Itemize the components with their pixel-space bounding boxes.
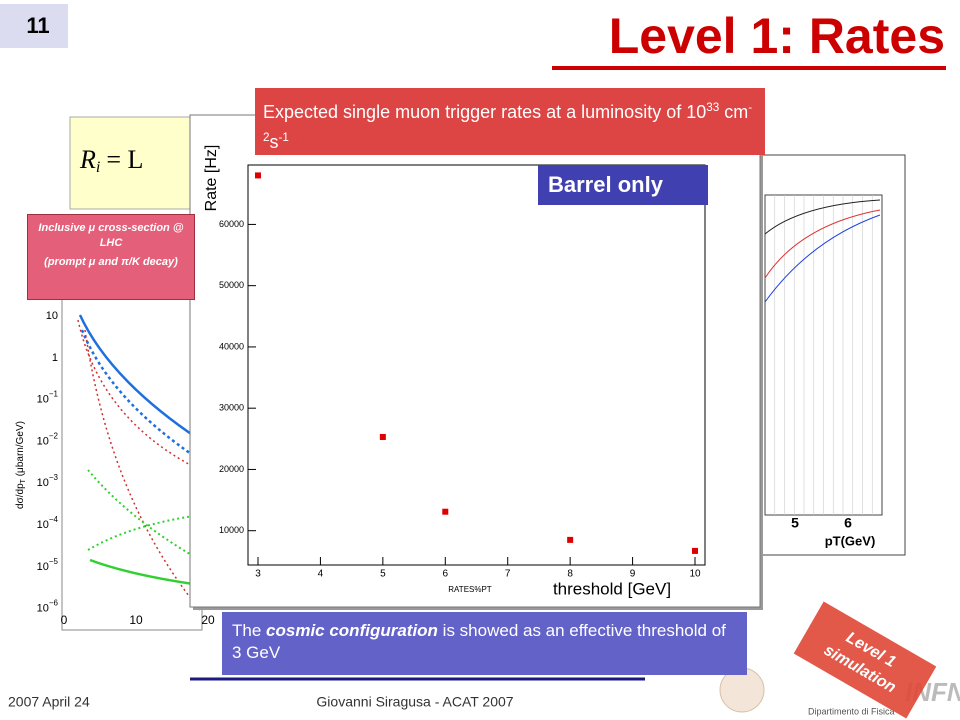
- x-tick-label: 6: [443, 569, 449, 580]
- y-tick-label: 60000: [219, 219, 244, 229]
- point: [379, 433, 386, 440]
- rate-box: Expected single muon trigger rates at a …: [255, 88, 765, 155]
- y-tick-label: 40000: [219, 341, 244, 351]
- tick-part: 10: [37, 561, 49, 573]
- y-tick-label: 50000: [219, 280, 244, 290]
- tick-part: 10: [37, 394, 49, 406]
- x-tick-label: 5: [380, 569, 386, 580]
- curve: [87, 469, 201, 561]
- tick-part: 10: [37, 477, 49, 489]
- left-plot-ylabel: dσ/dpT (μbarn/GeV): [15, 421, 27, 509]
- curve: [89, 558, 201, 587]
- note-text: is showed as an effective threshold of 3…: [232, 621, 726, 662]
- formula: Ri = L: [79, 145, 143, 176]
- left-plot-ytick: 10−5: [37, 557, 59, 573]
- rate-text: cm: [719, 102, 749, 122]
- x-axis-label: threshold [GeV]: [553, 579, 671, 598]
- box-line: Inclusive μ cross-section @ LHC: [38, 222, 184, 249]
- left-plot-xtick: 10: [129, 613, 143, 627]
- tick-part: 10: [37, 435, 49, 447]
- tick-part: −2: [49, 432, 59, 441]
- curve: [764, 214, 881, 303]
- rate-exp: -1: [278, 131, 289, 144]
- formula-index: i: [96, 159, 100, 176]
- ylabel-part: T: [20, 478, 27, 483]
- right-plot-tick: 6: [844, 515, 852, 531]
- slide-title: Level 1: Rates: [609, 8, 945, 64]
- x-tick-label: 7: [505, 569, 511, 580]
- curve: [78, 314, 201, 442]
- barrel-label: Barrel only: [538, 165, 708, 205]
- rate-exp: -2: [263, 101, 753, 144]
- rate-text: Expected single muon trigger rates at a …: [263, 102, 707, 122]
- y-tick-label: 10000: [219, 525, 244, 535]
- footer-date: 2007 April 24: [8, 694, 90, 710]
- x-tick-label: 3: [255, 569, 261, 580]
- cross-section-box: Inclusive μ cross-section @ LHC (prompt …: [27, 214, 195, 300]
- tick-part: −5: [49, 557, 59, 566]
- right-plot-xlabel: pT(GeV): [825, 533, 876, 548]
- formula-symbol: R: [79, 145, 96, 174]
- footer-author: Giovanni Siragusa - ACAT 2007: [316, 694, 513, 710]
- left-plot-ytick: 10−3: [37, 473, 59, 489]
- left-plot-xtick: 20: [201, 613, 215, 627]
- tick-part: 10: [37, 519, 49, 531]
- page-number-box: [0, 4, 68, 48]
- left-plot-xtick: 0: [61, 613, 68, 627]
- left-plot-ytick: 10−6: [37, 599, 59, 615]
- tick-part: −3: [49, 473, 59, 482]
- tick-part: −6: [49, 599, 59, 608]
- left-plot-ytick: 10: [46, 310, 58, 322]
- curve: [764, 199, 881, 235]
- point: [567, 536, 574, 543]
- y-axis-label: Rate [Hz]: [203, 145, 220, 212]
- curve: [80, 329, 201, 462]
- left-plot-ytick: 10−1: [37, 390, 59, 406]
- point: [442, 508, 449, 515]
- plot-axes: [247, 164, 706, 566]
- box-line: (prompt μ and π/K decay): [44, 256, 178, 268]
- tick-part: 1: [52, 352, 58, 364]
- rate-text: s: [269, 132, 279, 152]
- logo-text: Dipartimento di Fisica: [808, 706, 895, 716]
- ylabel-part: (μbarn/GeV): [15, 421, 26, 479]
- left-plot-frame: [61, 297, 203, 631]
- tick-part: −1: [49, 390, 59, 399]
- right-plot-tick: 5: [791, 515, 799, 531]
- x-tick-label: 4: [318, 569, 324, 580]
- tick-part: −4: [49, 515, 59, 524]
- left-plot-ytick: 1: [52, 352, 58, 364]
- right-plot-frame: [759, 154, 906, 556]
- tick-part: 10: [46, 310, 58, 322]
- rate-exp: 33: [706, 101, 720, 114]
- ylabel-part: dσ/dp: [15, 483, 26, 509]
- y-tick-label: 20000: [219, 464, 244, 474]
- x-tick-label: 8: [567, 569, 573, 580]
- formula-box: [69, 116, 201, 210]
- point: [254, 172, 261, 179]
- left-plot-ytick: 10−4: [37, 515, 59, 531]
- page-number: 11: [26, 13, 49, 38]
- note-text: The: [232, 621, 267, 640]
- curve: [764, 209, 881, 279]
- formula-rhs: = L: [106, 145, 143, 174]
- tick-part: 10: [37, 603, 49, 615]
- left-plot-ytick: 10−2: [37, 432, 59, 448]
- y-tick-label: 30000: [219, 403, 244, 413]
- x-tick-label: 9: [630, 569, 636, 580]
- curve: [84, 329, 201, 611]
- axis-note: RATES%PT: [448, 585, 492, 594]
- curve: [87, 514, 201, 551]
- x-tick-label: 10: [689, 569, 701, 580]
- note-box: The cosmic configuration is showed as an…: [222, 612, 747, 675]
- note-emphasis: cosmic configuration: [266, 621, 438, 640]
- point: [692, 547, 699, 554]
